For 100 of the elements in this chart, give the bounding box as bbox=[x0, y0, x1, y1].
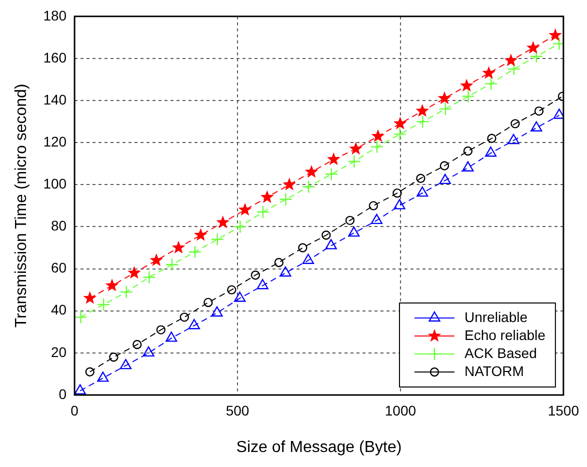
point bbox=[250, 270, 260, 280]
point bbox=[507, 62, 520, 76]
y-tick-label: 120 bbox=[43, 133, 67, 150]
point bbox=[280, 266, 292, 277]
point bbox=[298, 243, 308, 252]
y-tick-label: 0 bbox=[58, 386, 67, 402]
point bbox=[534, 106, 544, 116]
point bbox=[348, 154, 361, 168]
point bbox=[256, 205, 270, 219]
point bbox=[227, 285, 236, 294]
point bbox=[304, 165, 318, 178]
point bbox=[156, 325, 166, 334]
x-tick-label: 1000 bbox=[384, 402, 416, 418]
point bbox=[416, 186, 428, 197]
point bbox=[416, 114, 430, 128]
point bbox=[460, 78, 474, 92]
point bbox=[302, 180, 316, 194]
point bbox=[438, 91, 452, 104]
point bbox=[180, 312, 189, 322]
point bbox=[530, 121, 542, 132]
point bbox=[260, 190, 274, 203]
y-tick-label: 180 bbox=[43, 7, 67, 24]
y-tick-label: 140 bbox=[43, 91, 67, 108]
point bbox=[172, 240, 186, 254]
point bbox=[74, 310, 88, 324]
point bbox=[438, 102, 452, 116]
x-axis-title: Size of Message (Byte) bbox=[236, 438, 402, 456]
point bbox=[553, 108, 564, 119]
point bbox=[370, 214, 382, 224]
point bbox=[97, 372, 109, 382]
point bbox=[150, 253, 164, 266]
point bbox=[394, 199, 406, 210]
point bbox=[463, 146, 473, 156]
point bbox=[462, 90, 475, 103]
point bbox=[282, 178, 296, 190]
point bbox=[210, 232, 224, 246]
point bbox=[83, 291, 97, 304]
legend-label: Echo reliable bbox=[464, 326, 546, 343]
point bbox=[327, 152, 340, 166]
point bbox=[85, 367, 94, 376]
point bbox=[487, 134, 496, 143]
point bbox=[128, 266, 141, 279]
y-axis-title: Transmission Time (micro second) bbox=[13, 84, 30, 328]
point bbox=[548, 28, 562, 41]
y-tick-label: 40 bbox=[50, 302, 67, 318]
point bbox=[142, 346, 154, 357]
point bbox=[462, 161, 474, 172]
point bbox=[393, 128, 406, 141]
point bbox=[74, 384, 86, 394]
point bbox=[484, 77, 498, 90]
point bbox=[234, 220, 247, 234]
point bbox=[416, 104, 429, 117]
point bbox=[188, 318, 200, 330]
point bbox=[510, 119, 520, 128]
point bbox=[439, 174, 451, 184]
point bbox=[322, 230, 331, 240]
point bbox=[238, 202, 252, 216]
point bbox=[120, 358, 132, 370]
legend-label: ACK Based bbox=[464, 344, 537, 361]
point bbox=[165, 258, 179, 272]
x-tick-label: 0 bbox=[70, 402, 79, 418]
point bbox=[325, 239, 337, 250]
y-tick-label: 100 bbox=[43, 176, 67, 192]
point bbox=[109, 352, 118, 362]
point bbox=[504, 54, 518, 66]
point bbox=[216, 216, 230, 228]
point bbox=[96, 298, 110, 312]
point bbox=[440, 161, 450, 170]
y-tick-label: 80 bbox=[50, 218, 67, 234]
point bbox=[526, 40, 540, 54]
point bbox=[166, 332, 178, 342]
x-tick-label: 500 bbox=[226, 402, 250, 418]
point bbox=[204, 298, 213, 308]
point bbox=[371, 129, 385, 142]
point bbox=[393, 116, 407, 130]
point bbox=[345, 216, 355, 226]
legend-label: Unreliable bbox=[464, 308, 528, 325]
point bbox=[105, 278, 119, 292]
y-tick-label: 160 bbox=[43, 49, 67, 66]
point bbox=[256, 279, 268, 290]
point bbox=[302, 254, 314, 264]
y-tick-label: 60 bbox=[50, 260, 67, 276]
point bbox=[348, 226, 360, 237]
y-tick-label: 20 bbox=[50, 344, 67, 360]
point bbox=[508, 134, 520, 144]
point bbox=[279, 192, 292, 206]
point bbox=[234, 292, 246, 302]
point bbox=[392, 188, 402, 198]
point bbox=[530, 50, 543, 63]
point bbox=[482, 66, 496, 79]
point bbox=[349, 142, 362, 155]
point bbox=[142, 270, 156, 284]
point bbox=[120, 285, 133, 299]
point bbox=[211, 306, 223, 317]
point bbox=[274, 258, 284, 268]
point bbox=[368, 201, 378, 210]
point bbox=[132, 340, 142, 350]
point bbox=[188, 245, 202, 259]
point bbox=[484, 146, 497, 157]
point bbox=[324, 168, 338, 181]
